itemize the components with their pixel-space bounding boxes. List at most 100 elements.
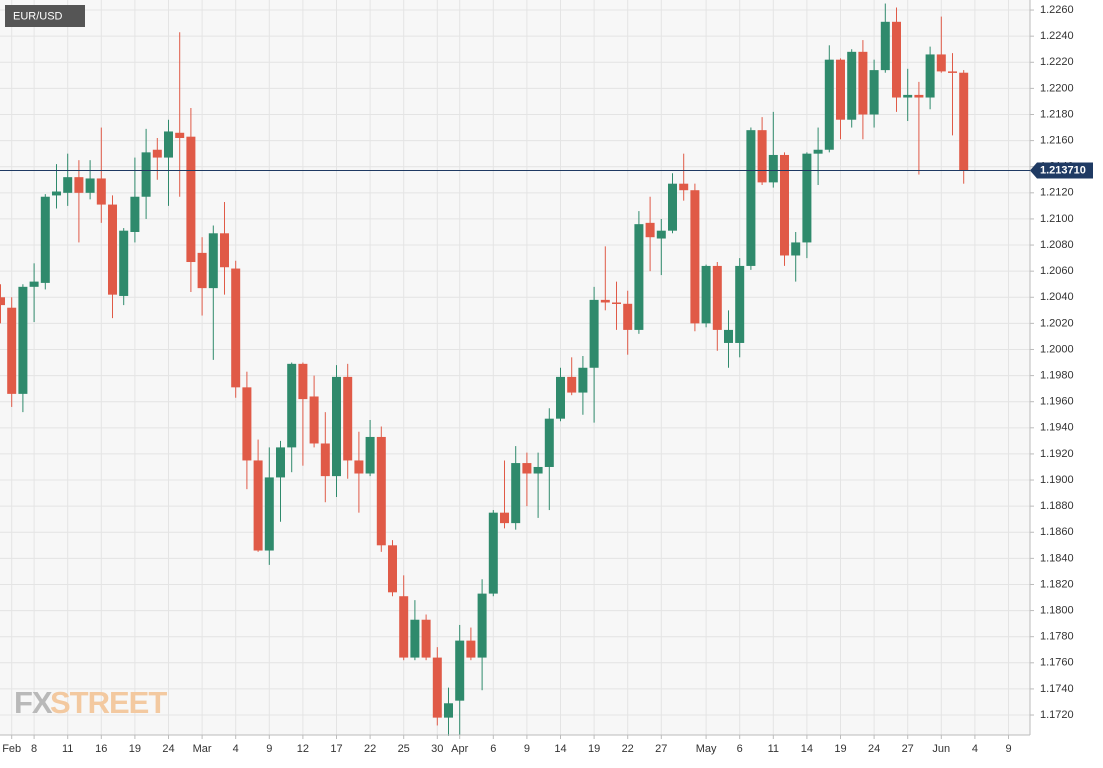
candle-body	[578, 367, 588, 393]
candle-body	[892, 21, 901, 98]
candle-body	[780, 154, 789, 256]
y-tick-label: 1.2200	[1040, 82, 1074, 94]
x-tick-label: 14	[554, 743, 566, 755]
candle-body	[600, 299, 610, 303]
candle-body	[320, 443, 330, 477]
candle-body	[376, 436, 386, 546]
y-tick-label: 1.2100	[1040, 213, 1074, 225]
x-tick-label: 6	[737, 743, 743, 755]
candle-body	[276, 447, 285, 478]
x-tick-label: 24	[868, 743, 880, 755]
last-price-tag	[1030, 162, 1093, 179]
candle-body	[444, 703, 453, 718]
grid	[0, 0, 1030, 735]
candle-body	[96, 178, 106, 205]
watermark: FX	[14, 685, 53, 720]
candle-body	[757, 130, 767, 183]
candle-body	[343, 376, 353, 461]
candle-body	[903, 94, 913, 98]
y-tick-label: 1.1880	[1040, 500, 1074, 512]
candle-body	[208, 233, 218, 289]
x-tick-label: 8	[31, 743, 37, 755]
candle-body	[858, 51, 868, 115]
y-tick-label: 1.1720	[1040, 709, 1074, 721]
candle-body	[164, 131, 173, 158]
y-tick-label: 1.1840	[1040, 552, 1074, 564]
candle-body	[85, 178, 95, 193]
candle-body	[880, 21, 890, 71]
x-tick-label: 11	[62, 743, 73, 755]
candle-body	[679, 183, 689, 191]
watermark: STREET	[50, 685, 167, 720]
candle-body	[421, 619, 431, 658]
candle-body	[197, 252, 207, 289]
candle-body	[824, 59, 834, 150]
y-tick-label: 1.1900	[1040, 474, 1074, 486]
x-tick-label: 9	[524, 743, 530, 755]
candle-body	[298, 363, 308, 400]
candle-body	[186, 136, 196, 263]
x-tick-label: 19	[588, 743, 600, 755]
candle-body	[847, 51, 857, 120]
candle-body	[432, 657, 442, 718]
candle-body	[690, 190, 700, 324]
candle-body	[309, 396, 319, 444]
candle-body	[0, 297, 5, 306]
y-tick-label: 1.2180	[1040, 108, 1074, 120]
y-tick-label: 1.2120	[1040, 187, 1074, 199]
candle-body	[544, 418, 554, 467]
candle-body	[556, 376, 565, 419]
chart-title: EUR/USD	[13, 10, 63, 22]
candle-body	[914, 94, 924, 98]
x-tick-label: 16	[95, 743, 107, 755]
y-tick-label: 1.1860	[1040, 526, 1074, 538]
candle-body	[388, 545, 397, 593]
x-tick-label: 30	[431, 743, 443, 755]
candle-body	[522, 463, 532, 474]
candles	[0, 3, 969, 736]
candle-body	[141, 152, 151, 197]
candle-body	[52, 191, 61, 196]
x-tick-label: 19	[129, 743, 141, 755]
y-tick-label: 1.1780	[1040, 631, 1074, 643]
x-tick-label: 17	[330, 743, 342, 755]
candle-body	[264, 477, 274, 551]
y-tick-label: 1.1940	[1040, 422, 1074, 434]
x-tick-label: 11	[768, 743, 779, 755]
y-tick-label: 1.2160	[1040, 135, 1074, 147]
candle-body	[332, 376, 341, 477]
x-tick-label: 6	[490, 743, 496, 755]
candle-body	[567, 376, 577, 393]
candle-body	[948, 71, 957, 73]
y-tick-label: 1.2260	[1040, 4, 1074, 16]
candle-body	[455, 640, 465, 701]
last-price-label: 1.213710	[1040, 164, 1086, 176]
y-tick-label: 1.2060	[1040, 265, 1074, 277]
x-tick-label: 27	[655, 743, 667, 755]
title-box	[5, 5, 85, 27]
y-tick-label: 1.1980	[1040, 370, 1074, 382]
candle-body	[466, 640, 476, 658]
x-tick-label: Jun	[932, 743, 950, 755]
y-tick-label: 1.2000	[1040, 343, 1074, 355]
candle-body	[500, 512, 509, 524]
candle-body	[287, 363, 297, 448]
candle-body	[623, 303, 633, 330]
candle-body	[231, 268, 241, 388]
x-tick-label: 27	[902, 743, 914, 755]
y-tick-label: 1.1740	[1040, 683, 1074, 695]
x-tick-label: Apr	[451, 743, 468, 755]
candle-body	[354, 460, 364, 474]
candle-body	[612, 302, 621, 304]
candle-body	[712, 265, 722, 330]
x-tick-label: 4	[233, 743, 239, 755]
y-tick-label: 1.2040	[1040, 291, 1074, 303]
candle-body	[130, 196, 140, 232]
x-tick-label: 9	[1005, 743, 1011, 755]
y-tick-label: 1.2020	[1040, 317, 1074, 329]
candle-body	[399, 596, 409, 658]
y-tick-label: 1.2080	[1040, 239, 1074, 251]
candle-body	[668, 183, 677, 231]
x-tick-label: 22	[364, 743, 376, 755]
candle-body	[701, 265, 711, 324]
